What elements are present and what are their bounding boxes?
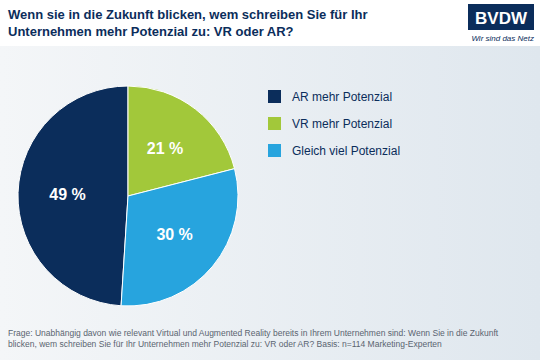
chart: Wenn sie in die Zukunft blicken, wem sch…	[0, 0, 540, 360]
logo-text: BVDW	[475, 9, 528, 28]
legend-label: AR mehr Potenzial	[292, 90, 392, 104]
pie	[18, 86, 238, 306]
logo: BVDW Wir sind das Netz	[468, 4, 534, 43]
legend: AR mehr Potenzial VR mehr Potenzial Gleich…	[268, 90, 400, 158]
text-line: Frage: Unabhängig davon wie relevant Vir…	[8, 328, 499, 338]
title: Wenn sie in die Zukunft blicken, wem sch…	[8, 7, 368, 39]
text-line: Unternehmen mehr Potenzial zu: VR oder A…	[8, 24, 294, 39]
header-band	[0, 0, 540, 46]
pie-slice	[18, 86, 128, 306]
background	[0, 0, 540, 360]
legend-label: Gleich viel Potenzial	[292, 144, 400, 158]
data-labels: 49 % 21 % 30 %	[49, 140, 193, 243]
text-line: Wenn sie in die Zukunft blicken, wem sch…	[8, 7, 368, 22]
pie-slice	[121, 169, 238, 306]
logo-box	[468, 4, 534, 30]
data-label: 30 %	[156, 226, 192, 243]
legend-swatch	[268, 90, 281, 103]
legend-swatch	[268, 144, 281, 157]
data-label: 21 %	[147, 140, 183, 157]
text-line: blicken, wem schreiben Sie für Ihr Unter…	[8, 339, 442, 349]
data-label: 49 %	[49, 186, 85, 203]
legend-label: VR mehr Potenzial	[292, 117, 392, 131]
logo-tagline: Wir sind das Netz	[471, 34, 534, 43]
footnote: Frage: Unabhängig davon wie relevant Vir…	[8, 328, 499, 349]
legend-swatch	[268, 117, 281, 130]
